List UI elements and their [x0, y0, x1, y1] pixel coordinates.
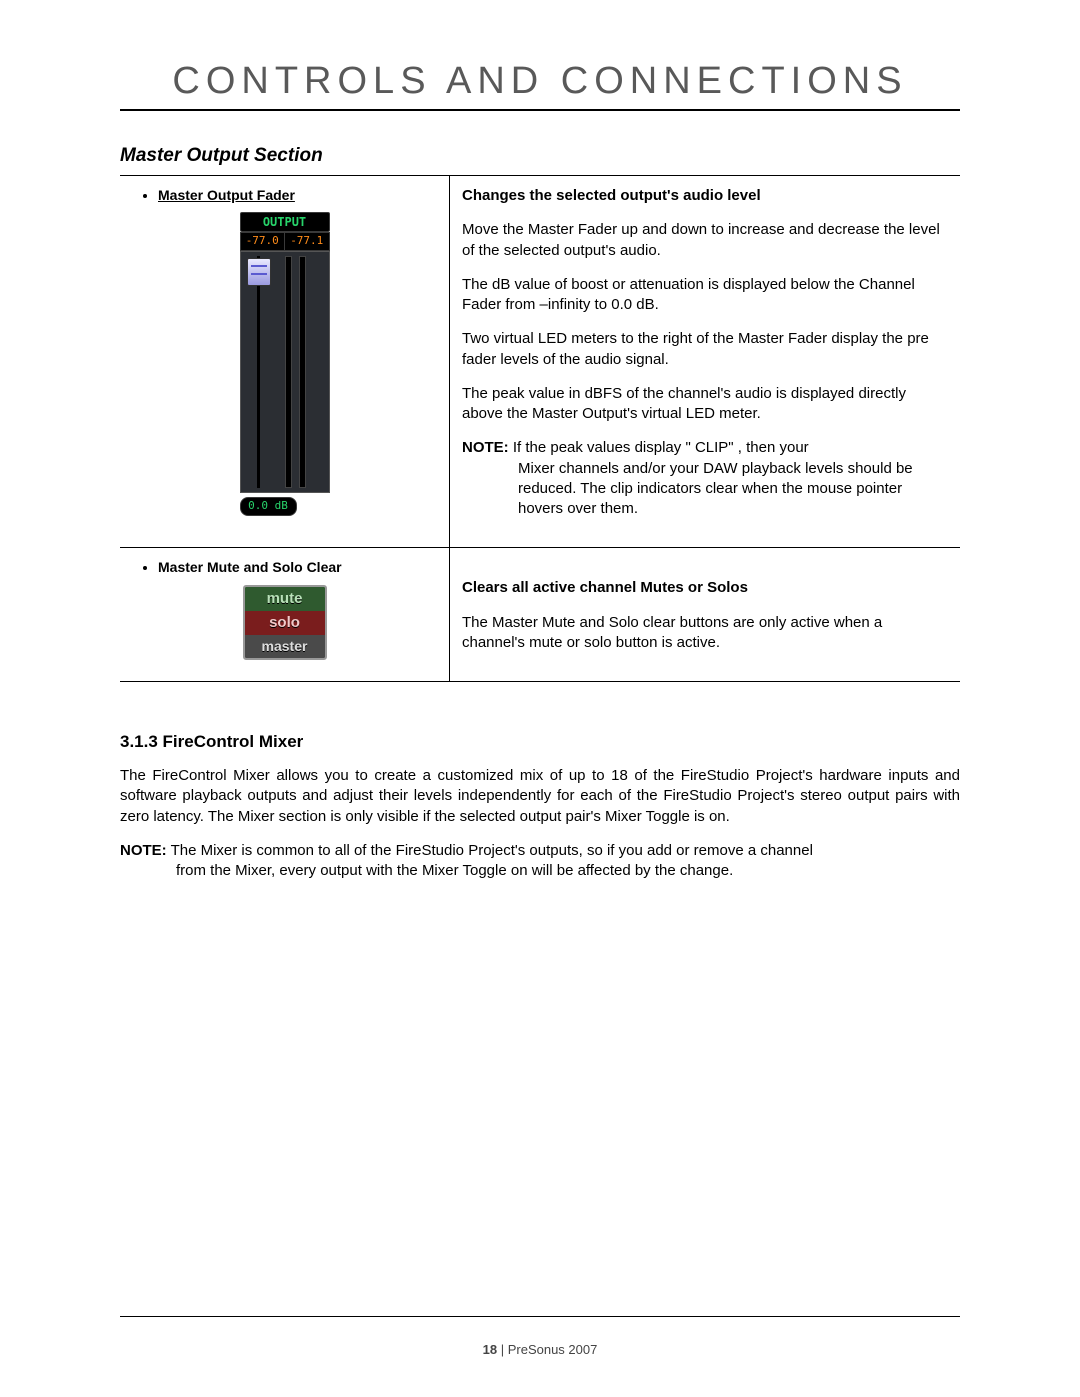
- firecontrol-note-label: NOTE:: [120, 842, 167, 859]
- fader-note-rest: Mixer channels and/or your DAW playback …: [462, 459, 948, 520]
- fader-desc-title: Changes the selected output's audio leve…: [462, 186, 948, 206]
- solo-button[interactable]: solo: [245, 611, 325, 635]
- page-header-title: CONTROLS AND CONNECTIONS: [120, 60, 960, 111]
- fader-p1: Move the Master Fader up and down to inc…: [462, 220, 948, 261]
- led-meter-left: [285, 256, 292, 488]
- section-title: Master Output Section: [120, 145, 960, 167]
- firecontrol-note-first: The Mixer is common to all of the FireSt…: [171, 842, 813, 859]
- fader-p4: The peak value in dBFS of the channel's …: [462, 384, 948, 425]
- peak-readout: -77.0 -77.1: [240, 232, 330, 251]
- msm-p1: The Master Mute and Solo clear buttons a…: [462, 613, 948, 654]
- msm-desc-title: Clears all active channel Mutes or Solos: [462, 578, 948, 598]
- fader-p3: Two virtual LED meters to the right of t…: [462, 329, 948, 370]
- fader-track[interactable]: [240, 251, 330, 493]
- footer-page: 18: [483, 1342, 497, 1357]
- msm-bullet-label: Master Mute and Solo Clear: [158, 559, 342, 575]
- firecontrol-note-rest: from the Mixer, every output with the Mi…: [120, 861, 960, 881]
- footer-rule: [120, 1316, 960, 1317]
- master-output-fader-widget: OUTPUT -77.0 -77.1 0.0 dB: [240, 212, 330, 516]
- mute-button[interactable]: mute: [245, 587, 325, 611]
- fader-p2: The dB value of boost or attenuation is …: [462, 275, 948, 316]
- footer-text: PreSonus 2007: [508, 1342, 598, 1357]
- master-output-table: Master Output Fader OUTPUT -77.0 -77.1 0…: [120, 175, 960, 682]
- fader-note-first: If the peak values display " CLIP" , the…: [513, 439, 809, 456]
- db-readout: 0.0 dB: [240, 497, 297, 516]
- peak-left: -77.0: [241, 233, 286, 250]
- footer-sep: |: [497, 1342, 508, 1357]
- master-label: master: [245, 635, 325, 658]
- fader-bullet-label: Master Output Fader: [158, 187, 295, 203]
- fader-knob[interactable]: [247, 258, 271, 286]
- fader-note-label: NOTE:: [462, 439, 509, 456]
- firecontrol-heading: 3.1.3 FireControl Mixer: [120, 732, 960, 752]
- peak-right: -77.1: [285, 233, 329, 250]
- page-footer: 18 | PreSonus 2007: [0, 1342, 1080, 1357]
- firecontrol-p1: The FireControl Mixer allows you to crea…: [120, 766, 960, 827]
- output-label: OUTPUT: [240, 212, 330, 232]
- led-meter-right: [299, 256, 306, 488]
- mute-solo-master-widget: mute solo master: [243, 585, 327, 660]
- fader-note: NOTE: If the peak values display " CLIP"…: [462, 438, 948, 519]
- firecontrol-note: NOTE: The Mixer is common to all of the …: [120, 841, 960, 882]
